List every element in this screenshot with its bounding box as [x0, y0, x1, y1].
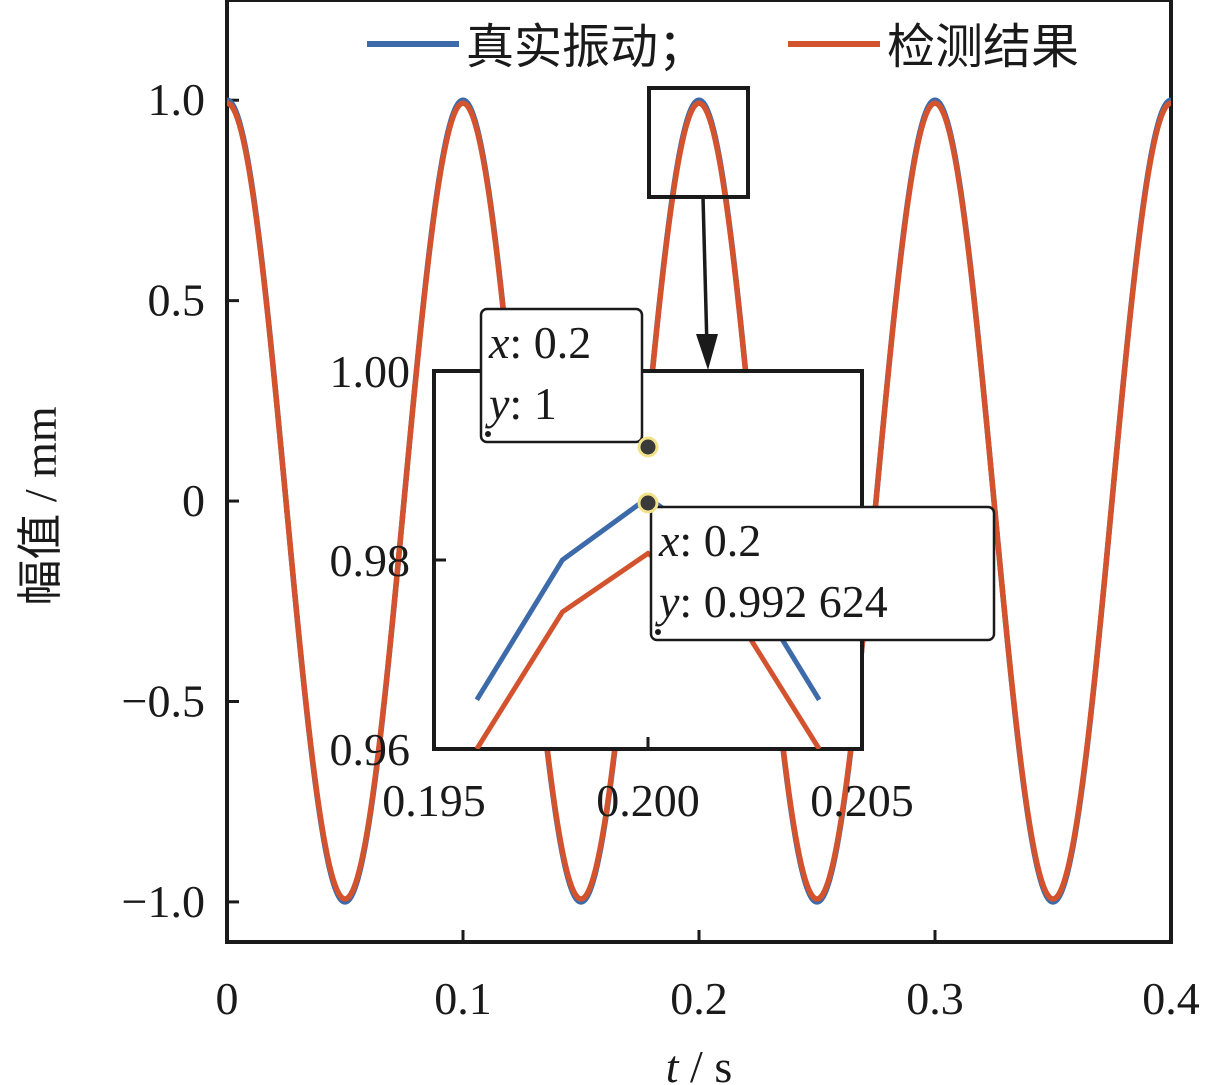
svg-text:x: 0.2: x: 0.2 — [488, 317, 591, 368]
y-axis-title: 幅值 / mm — [15, 406, 66, 606]
x-tick-label: 0.2 — [670, 973, 728, 1024]
svg-text:y: 0.992 624: y: 0.992 624 — [655, 576, 888, 627]
inset-line-detection-result — [474, 550, 822, 749]
x-axis-unit: s — [714, 1041, 732, 1085]
y-tick-label: −1.0 — [122, 876, 205, 927]
inset-ticks: 0.195 0.200 0.205 1.00 0.98 0.96 — [330, 346, 914, 826]
inset-y-tick-label: 0.96 — [330, 724, 411, 775]
y-ticks: 1.0 0.5 0 −0.5 −1.0 — [122, 74, 239, 927]
series-line-detection-result — [227, 100, 1171, 902]
x-ticks: 0 0.1 0.2 0.3 0.4 — [216, 930, 1200, 1024]
x-tick-label: 0.1 — [434, 973, 492, 1024]
inset-y-tick-label: 1.00 — [330, 346, 411, 397]
inset-x-tick-label: 0.195 — [382, 775, 486, 826]
zoom-arrow-head — [696, 334, 718, 370]
x-tick-label: 0 — [216, 973, 239, 1024]
datatip-true-vibration: x: 0.2 y: 1 — [479, 307, 644, 444]
zoom-arrow-shaft — [701, 196, 709, 349]
y-tick-label: −0.5 — [122, 675, 205, 726]
inset-y-tick-label: 0.98 — [330, 535, 411, 586]
inset-x-tick-label: 0.200 — [596, 775, 700, 826]
svg-text:y: 1: y: 1 — [485, 378, 557, 429]
x-axis-var: t — [666, 1041, 680, 1085]
datatip-marker-true-vibration — [637, 436, 659, 458]
zoom-region-box — [647, 86, 750, 199]
datatip-marker-detection-result — [637, 492, 659, 514]
inset-x-tick-label: 0.205 — [810, 775, 914, 826]
x-axis-title: t / s — [666, 1041, 732, 1085]
svg-text:x: 0.2: x: 0.2 — [658, 515, 761, 566]
datatip-detection-result: x: 0.2 y: 0.992 624 — [649, 505, 996, 642]
y-tick-label: 0.5 — [148, 275, 206, 326]
legend-label-true-vibration: 真实振动； — [466, 19, 706, 75]
x-tick-label: 0.4 — [1142, 973, 1200, 1024]
y-tick-label: 0 — [182, 475, 205, 526]
y-tick-label: 1.0 — [148, 74, 206, 125]
legend-separator: ； — [658, 19, 706, 75]
legend: 真实振动； 检测结果 — [367, 19, 1079, 75]
x-tick-label: 0.3 — [906, 973, 964, 1024]
legend-label-detection-result: 检测结果 — [887, 19, 1079, 75]
